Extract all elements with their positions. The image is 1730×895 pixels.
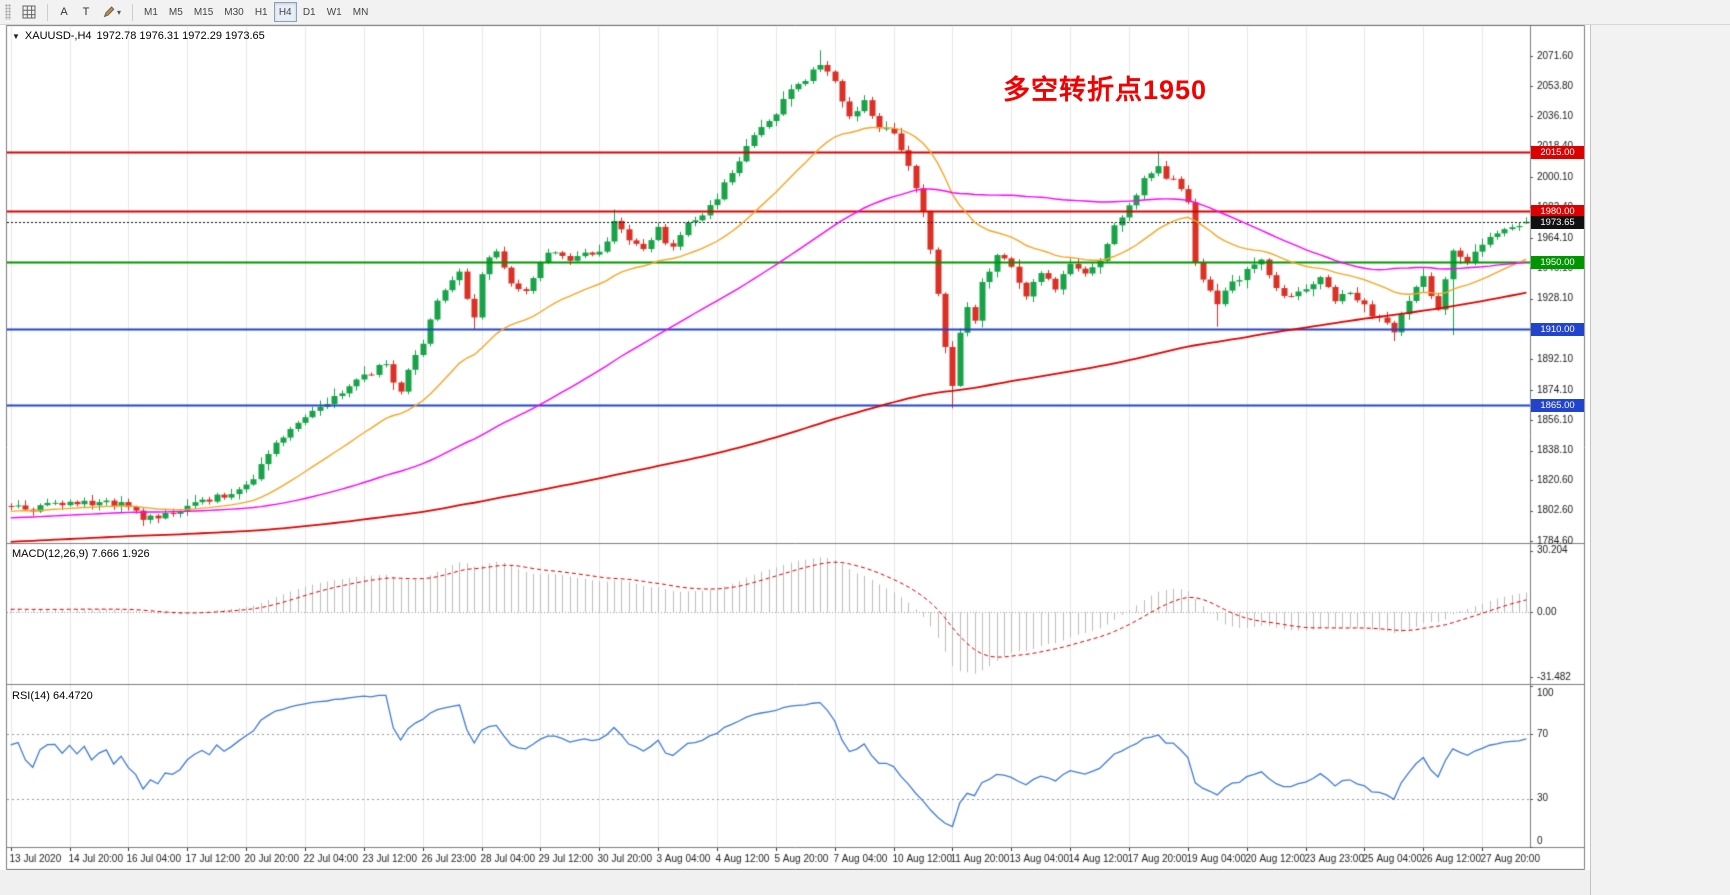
timeframe-button-h1[interactable]: H1 [250, 2, 273, 22]
timeframe-group: M1 M5 M15 M30 H1 H4 D1 W1 MN [139, 2, 373, 22]
macd-label: MACD(12,26,9) 7.666 1.926 [12, 548, 150, 560]
chart-annotation[interactable]: 多空转折点1950 [1003, 75, 1208, 105]
price-tag-1910.00: 1910.00 [1531, 323, 1584, 336]
timeframe-button-w1[interactable]: W1 [322, 2, 347, 22]
symbol-ohlc-line: ▼ XAUUSD-,H4 1972.78 1976.31 1972.29 197… [12, 30, 265, 42]
timeframe-button-d1[interactable]: D1 [298, 2, 321, 22]
timeframe-button-h4[interactable]: H4 [273, 2, 297, 22]
chart-canvas[interactable] [0, 25, 1590, 870]
price-tag-1980.00: 1980.00 [1531, 205, 1584, 218]
pencil-icon [103, 6, 115, 18]
right-dock-area [1590, 25, 1730, 895]
timeframe-button-mn[interactable]: MN [348, 2, 374, 22]
price-tag-1865.00: 1865.00 [1531, 399, 1584, 412]
timeframe-button-m15[interactable]: M15 [189, 2, 218, 22]
drawing-tools-button[interactable]: ▾ [98, 2, 126, 22]
text-tool-button[interactable]: T [76, 2, 96, 22]
rsi-label: RSI(14) 64.4720 [12, 690, 93, 702]
cursor-tool-button[interactable]: A [54, 2, 74, 22]
grid-icon [22, 5, 36, 19]
chart-grid-button[interactable] [17, 2, 41, 22]
price-tag-2015.00: 2015.00 [1531, 146, 1584, 159]
price-tag-1973.65: 1973.65 [1531, 216, 1584, 229]
timeframe-button-m1[interactable]: M1 [139, 2, 163, 22]
status-strip [0, 870, 1590, 895]
collapse-arrow-icon[interactable]: ▼ [12, 31, 20, 41]
toolbar-separator [132, 3, 134, 21]
top-toolbar: A T ▾ M1 M5 M15 M30 H1 H4 D1 W1 MN [0, 0, 1730, 25]
chevron-down-icon: ▾ [117, 7, 122, 17]
toolbar-grip[interactable] [5, 4, 11, 20]
timeframe-button-m30[interactable]: M30 [219, 2, 248, 22]
chart-window: ▼ XAUUSD-,H4 1972.78 1976.31 1972.29 197… [0, 25, 1590, 895]
timeframe-button-m5[interactable]: M5 [164, 2, 188, 22]
symbol-title: XAUUSD-,H4 [24, 30, 92, 42]
price-tag-1950.00: 1950.00 [1531, 256, 1584, 269]
ohlc-values: 1972.78 1976.31 1972.29 1973.65 [96, 30, 265, 42]
toolbar-separator [47, 3, 48, 21]
